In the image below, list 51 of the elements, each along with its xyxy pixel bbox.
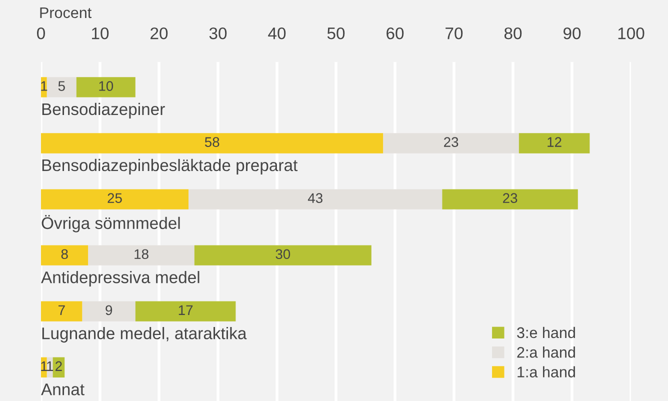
x-tick-label: 50 <box>327 27 345 40</box>
x-tick-label: 80 <box>504 27 522 40</box>
x-tick-label: 100 <box>618 27 644 40</box>
x-tick-label: 20 <box>150 27 168 40</box>
data-label: 7 <box>58 305 65 315</box>
data-label: 58 <box>204 137 220 147</box>
x-tick-label: 30 <box>209 27 227 40</box>
x-tick-label: 90 <box>564 27 581 40</box>
data-label: 30 <box>276 249 290 260</box>
bar <box>88 245 194 266</box>
x-axis-title: Procent <box>40 7 92 18</box>
y-tick-label: Bensodiazepinbesläktade preparat <box>42 158 298 174</box>
bar <box>41 301 82 322</box>
y-tick-label: Annat <box>41 384 84 396</box>
data-label: 12 <box>548 137 562 147</box>
y-tick-label: Bensodiazepiner <box>42 102 165 118</box>
legend-label: 1:a hand <box>518 366 575 378</box>
bar <box>46 77 76 98</box>
x-tick-label: 10 <box>92 27 109 40</box>
y-tick-label: Lugnande medel, ataraktika <box>42 327 247 343</box>
bar <box>41 245 88 266</box>
data-label: 25 <box>108 193 122 204</box>
y-tick-label: Övriga sömnmedel <box>42 214 180 232</box>
bar <box>383 133 519 154</box>
bar <box>188 189 442 210</box>
bar <box>82 301 136 322</box>
data-label: 10 <box>99 81 114 91</box>
bar <box>194 245 372 266</box>
bar <box>518 133 590 154</box>
x-tick-label: 60 <box>386 27 404 40</box>
data-label: 5 <box>58 81 65 91</box>
data-label: 17 <box>178 305 193 315</box>
bar <box>41 133 384 154</box>
x-tick-label: 70 <box>446 27 463 40</box>
data-label: 2 <box>56 361 62 371</box>
data-label: 8 <box>61 249 68 260</box>
x-tick-label: 40 <box>268 27 286 40</box>
y-tick-label: Antidepressiva medel <box>41 271 200 287</box>
data-label: 18 <box>134 249 148 260</box>
bar <box>76 77 136 98</box>
bar <box>41 189 188 210</box>
data-label: 43 <box>308 193 322 204</box>
data-label: 23 <box>503 193 518 204</box>
bar <box>442 189 578 210</box>
legend-label: 3:e hand <box>517 326 575 338</box>
data-label: 1 <box>47 361 54 371</box>
x-tick-label: 0 <box>37 27 45 40</box>
data-label: 23 <box>444 137 458 147</box>
data-label: 9 <box>106 305 112 316</box>
bar <box>135 301 236 322</box>
legend-label: 2:a hand <box>517 346 575 358</box>
